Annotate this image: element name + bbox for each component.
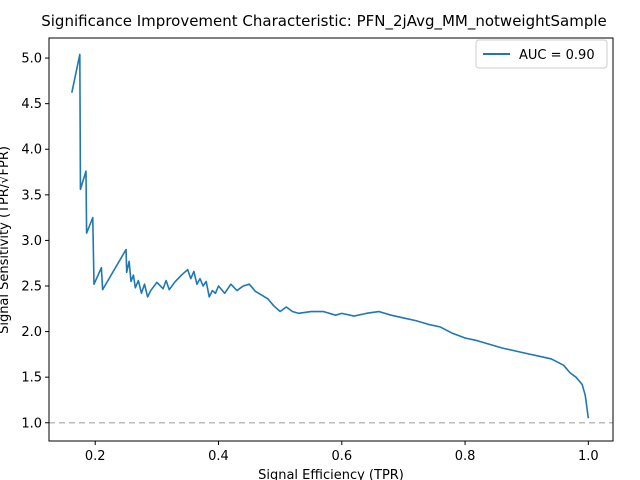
x-tick-label: 1.0 xyxy=(578,449,599,464)
y-tick-label: 2.0 xyxy=(21,325,42,340)
y-tick-label: 5.0 xyxy=(21,52,42,67)
x-tick-label: 0.6 xyxy=(331,449,352,464)
y-tick-label: 2.5 xyxy=(21,280,42,295)
chart-title: Significance Improvement Characteristic:… xyxy=(41,12,607,31)
y-tick-label: 4.5 xyxy=(21,97,42,112)
x-axis-label: Signal Efficiency (TPR) xyxy=(258,468,404,480)
x-tick-label: 0.2 xyxy=(85,449,106,464)
y-tick-label: 1.0 xyxy=(21,416,42,431)
plot-area xyxy=(48,37,614,442)
y-tick-label: 3.5 xyxy=(21,188,42,203)
axes-frame xyxy=(48,37,614,442)
legend-box xyxy=(475,39,608,69)
y-tick-label: 4.0 xyxy=(21,143,42,158)
x-axis: 0.2 0.4 0.6 0.8 1.0 xyxy=(85,441,599,464)
y-tick-label: 3.0 xyxy=(21,234,42,249)
series-line-0 xyxy=(71,53,590,419)
legend: AUC = 0.90 xyxy=(475,39,608,69)
y-axis-label: Signal Sensitivity (TPR/√FPR) xyxy=(0,146,12,334)
x-tick-label: 0.8 xyxy=(455,449,476,464)
y-tick-label: 1.5 xyxy=(21,371,42,386)
x-tick-label: 0.4 xyxy=(208,449,229,464)
y-axis: 1.0 1.5 2.0 2.5 3.0 3.5 4.0 4.5 5.0 xyxy=(21,52,49,431)
legend-label: AUC = 0.90 xyxy=(519,48,595,63)
